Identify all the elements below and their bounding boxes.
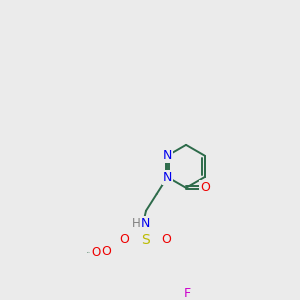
Text: N: N [140,217,150,230]
Text: H: H [132,217,140,230]
Text: F: F [184,287,191,300]
Text: methoxy: methoxy [96,250,102,252]
Text: O: O [101,245,111,258]
Text: O: O [162,233,172,246]
Text: O: O [119,233,129,246]
Text: methoxy: methoxy [87,252,93,253]
Text: S: S [141,233,150,247]
Text: O: O [200,181,210,194]
Text: N: N [163,149,172,162]
Text: N: N [163,171,172,184]
Text: O: O [91,246,101,259]
